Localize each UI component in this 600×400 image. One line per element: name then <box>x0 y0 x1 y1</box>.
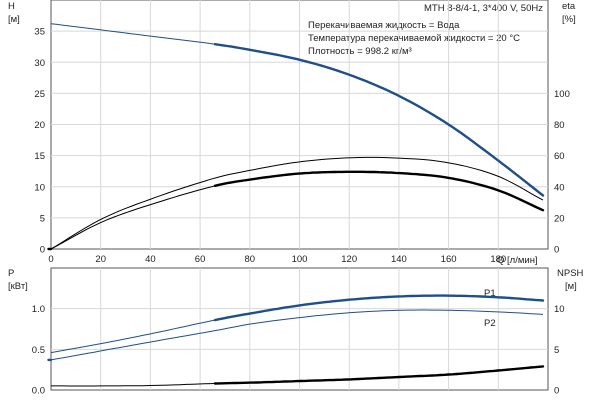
left-y-tick-label: 35 <box>34 27 45 38</box>
left-y-tick-label: 0 <box>40 245 45 256</box>
info-line-fluid: Перекачиваемая жидкость = Вода <box>308 20 460 31</box>
curve-operating-range-0-0 <box>213 43 545 197</box>
right-y-tick-label: 5 <box>554 345 559 356</box>
right-y-tick-label: 0 <box>554 245 559 256</box>
x-tick-label: 40 <box>145 254 156 265</box>
x-tick-label: 0 <box>48 254 53 265</box>
x-tick-label: 80 <box>245 254 256 265</box>
curve-operating-range-1-2 <box>213 365 545 385</box>
flow-axis-label: Q [л/мин] <box>497 255 538 266</box>
pump-model-label: MTH 8-8/4-1, 3*400 V, 50Hz <box>424 3 543 14</box>
p1-curve-label: P1 <box>484 288 496 299</box>
x-tick-label: 20 <box>95 254 106 265</box>
x-tick-label: 160 <box>441 254 457 265</box>
x-tick-label: 140 <box>391 254 407 265</box>
p2-curve-label: P2 <box>484 318 496 329</box>
left-y-tick-label: 5 <box>40 213 45 224</box>
left-y-tick-label: 0.5 <box>32 345 45 356</box>
eta-axis-unit: [%] <box>562 14 576 25</box>
right-y-tick-label: 40 <box>554 182 565 193</box>
right-y-tick-label: 100 <box>554 89 570 100</box>
right-y-tick-label: 0 <box>554 386 559 397</box>
left-y-tick-label: 0.0 <box>32 386 45 397</box>
right-y-tick-label: 10 <box>554 304 565 315</box>
info-line-density: Плотность = 998.2 кг/м³ <box>308 46 412 57</box>
left-y-tick-label: 15 <box>34 151 45 162</box>
curve-operating-range-1-0 <box>213 294 545 322</box>
left-y-tick-label: 30 <box>34 58 45 69</box>
curve-operating-range-0-2 <box>213 170 545 212</box>
curve-1-2 <box>51 365 544 387</box>
eta-axis-label: eta <box>562 1 576 12</box>
left-y-tick-label: 10 <box>34 182 45 193</box>
right-y-tick-label: 80 <box>554 120 565 131</box>
head-axis-label: H <box>8 1 15 12</box>
curve-1-0 <box>50 295 544 354</box>
x-tick-label: 100 <box>292 254 308 265</box>
curve-0-1 <box>50 156 544 250</box>
info-box <box>303 15 546 55</box>
right-y-tick-label: 60 <box>554 151 565 162</box>
power-axis-label: P <box>8 268 14 279</box>
right-y-tick-label: 20 <box>554 213 565 224</box>
info-line-temperature: Температура перекачиваемой жидкости = 20… <box>308 33 520 44</box>
x-tick-label: 60 <box>195 254 206 265</box>
curve-0-2 <box>50 171 544 250</box>
npsh-axis-label: NPSH <box>557 268 584 279</box>
x-tick-label: 120 <box>341 254 357 265</box>
power-axis-unit: [кВт] <box>8 281 28 292</box>
left-y-tick-label: 1.0 <box>32 304 45 315</box>
left-y-tick-label: 20 <box>34 120 45 131</box>
curve-1-1 <box>50 309 544 361</box>
npsh-axis-unit: [м] <box>565 281 577 292</box>
x-tick-label: 180 <box>490 254 506 265</box>
head-axis-unit: [м] <box>8 14 20 25</box>
left-y-tick-label: 25 <box>34 89 45 100</box>
